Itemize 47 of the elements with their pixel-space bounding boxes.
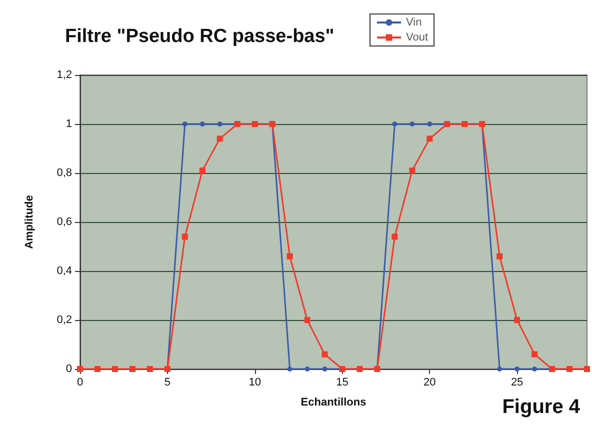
point <box>287 366 292 372</box>
point <box>496 253 503 260</box>
point <box>77 366 83 372</box>
point <box>286 253 293 260</box>
point <box>514 317 520 323</box>
point <box>426 136 433 142</box>
x-tick-label: 0 <box>76 376 84 388</box>
point <box>392 122 398 126</box>
point <box>182 122 188 126</box>
x-tick-label: 25 <box>510 376 524 388</box>
x-tick-label: 15 <box>336 376 348 388</box>
caption: Figure 4 <box>502 396 581 418</box>
y-tick-label: 0,4 <box>56 265 72 277</box>
point <box>129 366 136 372</box>
point <box>94 366 100 372</box>
x-tick-label: 10 <box>248 376 261 388</box>
point <box>322 366 328 372</box>
point <box>322 351 328 358</box>
point <box>304 317 310 323</box>
x-tick-label: 20 <box>424 376 436 388</box>
point <box>514 366 520 372</box>
point <box>532 351 538 358</box>
y-tick-label: 0,6 <box>56 216 72 228</box>
y-axis-title: Amplitude <box>24 195 36 249</box>
point <box>182 234 188 240</box>
point <box>200 122 205 126</box>
y-tick-label: 0,8 <box>56 167 72 179</box>
y-tick-label: 0,2 <box>56 314 72 326</box>
legend-label: Vout <box>406 32 428 44</box>
x-tick-label: 5 <box>164 376 170 388</box>
point <box>409 168 416 174</box>
point <box>112 366 118 372</box>
legend-label: Vin <box>406 16 422 28</box>
y-tick-label: 1,2 <box>56 69 72 81</box>
y-tick-label: 0 <box>66 363 72 375</box>
point <box>217 122 222 126</box>
point <box>427 122 432 126</box>
chart-title: Filtre "Pseudo RC passe-bas" <box>65 26 334 47</box>
point <box>392 234 398 240</box>
y-tick-label: 1 <box>66 118 72 130</box>
point <box>532 366 538 372</box>
point <box>410 122 415 126</box>
x-axis-title: Echantillons <box>300 396 366 408</box>
point <box>199 168 206 174</box>
point <box>216 136 223 142</box>
point <box>304 366 310 372</box>
point <box>497 366 502 372</box>
